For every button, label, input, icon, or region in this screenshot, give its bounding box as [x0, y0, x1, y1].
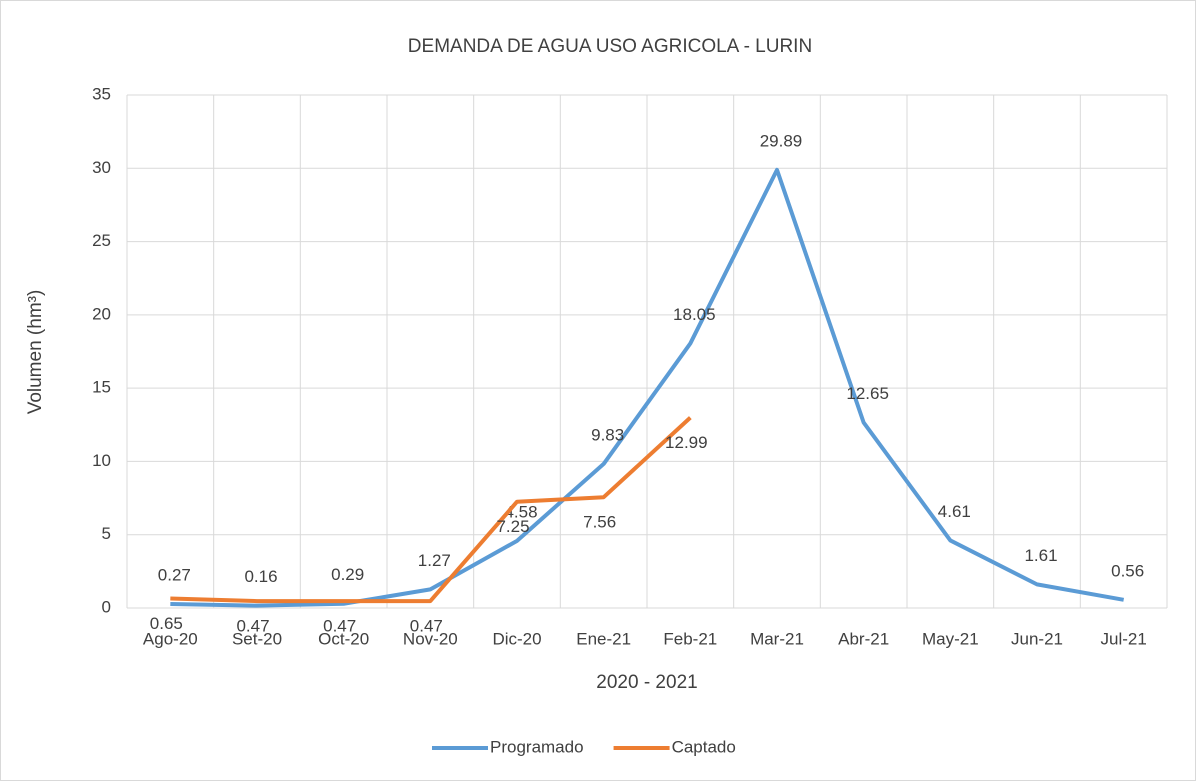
y-tick-label: 35 [92, 84, 111, 103]
data-label: 0.47 [323, 617, 356, 636]
y-axis-title: Volumen (hm³) [25, 290, 46, 415]
y-tick-label: 10 [92, 451, 111, 470]
x-tick-label: Set-20 [232, 629, 282, 648]
data-label: 7.56 [583, 513, 616, 532]
x-tick-label: Ene-21 [576, 629, 631, 648]
data-label: 1.61 [1024, 546, 1057, 565]
x-tick-label: Jul-21 [1101, 629, 1147, 648]
data-label: 4.61 [938, 502, 971, 521]
y-tick-label: 30 [92, 158, 111, 177]
y-tick-label: 0 [102, 597, 111, 616]
data-label: 7.25 [496, 517, 529, 536]
x-tick-label: May-21 [922, 629, 979, 648]
x-tick-label: Ago-20 [143, 629, 198, 648]
y-tick-label: 5 [102, 524, 111, 543]
data-label: 0.47 [236, 617, 269, 636]
series-line [170, 167, 1125, 608]
y-tick-label: 25 [92, 231, 111, 250]
series-line [170, 416, 692, 604]
data-label: 29.89 [760, 131, 803, 150]
chart-title: DEMANDA DE AGUA USO AGRICOLA - LURIN [408, 36, 812, 57]
data-label: 0.47 [410, 617, 443, 636]
y-tick-label: 20 [92, 304, 111, 323]
legend-label: Captado [672, 737, 736, 756]
data-label: 0.16 [244, 567, 277, 586]
legend-label: Programado [490, 737, 584, 756]
x-axis-title: 2020 - 2021 [596, 672, 697, 693]
data-label: 9.83 [591, 425, 624, 444]
data-label: 0.56 [1111, 561, 1144, 580]
x-tick-label: Mar-21 [750, 629, 804, 648]
x-tick-label: Abr-21 [838, 629, 889, 648]
x-tick-label: Feb-21 [663, 629, 717, 648]
data-label: 1.27 [418, 551, 451, 570]
data-label: 0.29 [331, 565, 364, 584]
x-tick-label: Dic-20 [492, 629, 541, 648]
data-label: 18.05 [673, 305, 716, 324]
data-label: 12.65 [846, 384, 889, 403]
x-tick-label: Oct-20 [318, 629, 369, 648]
data-label: 12.99 [665, 433, 708, 452]
data-label: 0.65 [150, 614, 183, 633]
x-tick-label: Jun-21 [1011, 629, 1063, 648]
y-tick-label: 15 [92, 378, 111, 397]
data-label: 0.27 [158, 566, 191, 585]
x-tick-label: Nov-20 [403, 629, 458, 648]
